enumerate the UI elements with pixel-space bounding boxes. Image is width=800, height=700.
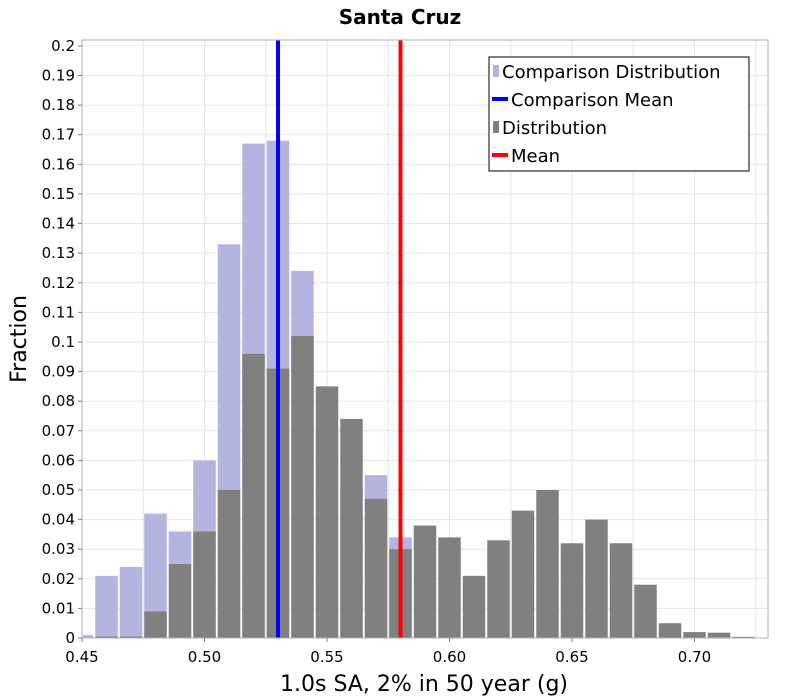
- y-tick-label: 0.12: [42, 274, 75, 292]
- distribution-bar: [291, 336, 314, 638]
- y-tick-label: 0.07: [42, 422, 75, 440]
- distribution-bar: [364, 498, 388, 638]
- distribution-bar: [462, 575, 486, 638]
- y-tick-label: 0.09: [42, 363, 75, 381]
- distribution-bar: [487, 540, 510, 638]
- distribution-bar: [119, 636, 143, 638]
- y-tick-label: 0.11: [42, 303, 75, 321]
- y-axis-ticks: 0 0.01 0.02 0.03 0.04 0.05 0.06 0.07 0.08 0.09 0.1…: [42, 37, 82, 647]
- legend-box: [488, 56, 750, 172]
- legend-swatch-mean: [492, 153, 508, 157]
- y-tick-label: 0.03: [42, 540, 75, 558]
- distribution-bar: [609, 543, 633, 638]
- comparison-distribution-bar: [119, 566, 143, 638]
- plot-frame: [81, 39, 769, 639]
- x-tick-label: 0.65: [555, 648, 588, 666]
- distribution-bar: [242, 353, 265, 638]
- distribution-bar: [95, 636, 118, 638]
- x-tick-label: 0.60: [433, 648, 466, 666]
- distribution-bar: [536, 489, 559, 638]
- x-tick-label: 0.45: [65, 648, 98, 666]
- distribution-bar: [707, 632, 731, 638]
- y-tick-label: 0.05: [42, 481, 75, 499]
- distribution-bar: [315, 386, 339, 638]
- chart-title: Santa Cruz: [339, 5, 462, 29]
- mean-lines: [276, 40, 403, 638]
- distribution-bar: [438, 537, 461, 638]
- distribution-bar: [585, 519, 608, 638]
- y-tick-label: 0.02: [42, 570, 75, 588]
- legend-label-comparison-mean: Comparison Mean: [511, 90, 674, 111]
- y-tick-label: 0.14: [42, 215, 75, 233]
- distribution-bar: [732, 636, 755, 638]
- distribution-bar: [511, 510, 535, 638]
- x-tick-label: 0.50: [188, 648, 221, 666]
- y-tick-label: 0.04: [42, 511, 75, 529]
- distribution-bar: [168, 563, 192, 638]
- distribution-bar: [634, 584, 657, 638]
- y-tick-label: 0.2: [51, 37, 75, 55]
- legend-swatch-comparison-mean: [492, 97, 508, 101]
- legend-swatch-distribution: [493, 121, 499, 133]
- y-tick-label: 0.18: [42, 96, 75, 114]
- legend-swatch-comparison-distribution: [493, 65, 499, 77]
- legend-label-mean: Mean: [511, 146, 560, 167]
- y-tick-label: 0: [65, 629, 75, 647]
- distribution-bar: [658, 623, 682, 638]
- comparison-distribution-bar: [95, 575, 118, 638]
- distribution-bar: [413, 525, 437, 638]
- x-tick-label: 0.55: [310, 648, 343, 666]
- distribution-bar: [217, 489, 241, 638]
- x-axis-title: 1.0s SA, 2% in 50 year (g): [280, 672, 568, 697]
- x-tick-label: 0.70: [678, 648, 711, 666]
- distribution-bar: [560, 543, 584, 638]
- y-tick-label: 0.15: [42, 185, 75, 203]
- y-tick-label: 0.13: [42, 244, 75, 262]
- comparison-distribution-bar: [83, 635, 94, 638]
- y-tick-label: 0.17: [42, 126, 75, 144]
- y-tick-label: 0.19: [42, 67, 75, 85]
- distribution-bar: [683, 632, 706, 638]
- legend-label-comparison-distribution: Comparison Distribution: [502, 62, 721, 83]
- distribution-bar: [340, 418, 363, 638]
- y-tick-label: 0.08: [42, 392, 75, 410]
- y-tick-label: 0.01: [42, 599, 75, 617]
- y-axis-title: Fraction: [7, 295, 32, 383]
- comparison-distribution-bar: [144, 513, 167, 638]
- x-axis-ticks: 0.45 0.50 0.55 0.60 0.65 0.70: [65, 638, 711, 666]
- y-tick-label: 0.06: [42, 451, 75, 469]
- distribution-bar: [144, 611, 167, 638]
- legend: Comparison Distribution Comparison Mean …: [488, 56, 750, 172]
- y-tick-label: 0.1: [51, 333, 75, 351]
- legend-label-distribution: Distribution: [502, 118, 607, 139]
- distribution-bar: [193, 531, 216, 638]
- y-tick-label: 0.16: [42, 155, 75, 173]
